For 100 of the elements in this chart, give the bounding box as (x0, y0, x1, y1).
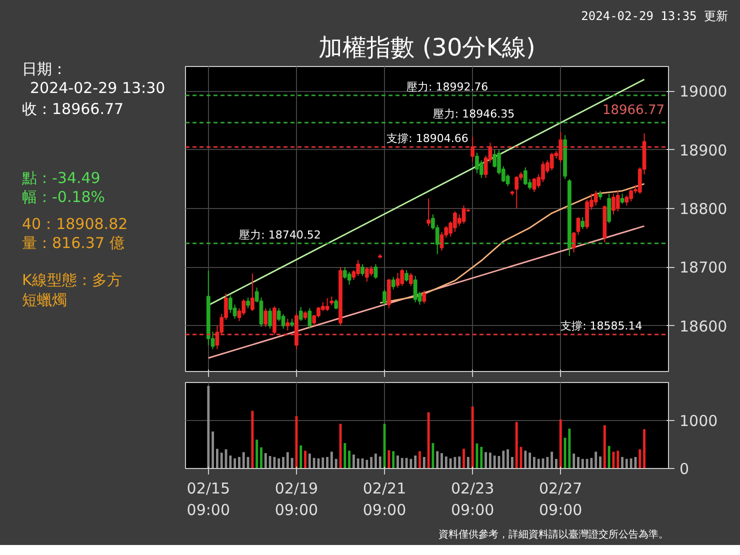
bar (471, 406, 474, 468)
ref-line-label: 支撐: 18904.66 (386, 132, 468, 146)
candlestick (325, 298, 330, 312)
candlestick (342, 266, 347, 280)
bar (300, 445, 302, 468)
bar (524, 450, 527, 468)
candlestick (360, 264, 364, 276)
bar (278, 458, 280, 468)
bar (212, 432, 214, 468)
bar (396, 456, 399, 468)
bar (330, 452, 333, 468)
candlestick (281, 314, 286, 330)
candlestick (374, 264, 378, 280)
bar (454, 456, 456, 468)
bar (427, 412, 430, 468)
candlestick (523, 166, 528, 186)
bar (432, 443, 434, 468)
candlestick (514, 176, 519, 209)
bar (234, 458, 236, 468)
candlestick (308, 308, 312, 330)
bar (286, 452, 289, 468)
bar (374, 454, 377, 468)
bar (493, 456, 496, 468)
candlestick (228, 294, 232, 314)
text: K線型態：多方 (22, 271, 122, 290)
bar (334, 458, 338, 468)
bar (559, 419, 562, 468)
bar (537, 458, 540, 468)
bar (418, 451, 421, 468)
candlestick (369, 265, 374, 276)
bar (466, 456, 470, 468)
text: 2024-02-29 13:30 (30, 79, 166, 98)
bar (621, 456, 624, 468)
bar (462, 448, 465, 468)
x-tick-label: 02/23 09:00 (450, 480, 494, 520)
bar (238, 456, 240, 468)
bar (616, 450, 620, 468)
bar (586, 458, 588, 468)
candlestick (268, 308, 272, 330)
bar (366, 460, 368, 468)
bar (251, 410, 254, 468)
bar (344, 443, 346, 468)
bar (572, 454, 576, 468)
candlestick (462, 205, 466, 224)
bar (378, 456, 382, 468)
candlestick (347, 271, 352, 286)
text: 日期： (22, 60, 67, 79)
bar (484, 452, 487, 468)
bar (608, 446, 610, 468)
bar (388, 450, 390, 468)
bar (440, 453, 443, 468)
bar (555, 458, 558, 468)
bar (533, 456, 536, 468)
y-tick-label: 19000 (680, 82, 728, 101)
x-tick-label: 02/27 09:00 (539, 480, 582, 520)
candlestick (396, 272, 400, 288)
chart-title: 加權指數 (30分K線) (318, 34, 536, 62)
ref-line-label: 壓力: 18740.52 (239, 228, 321, 242)
candlestick (404, 270, 408, 282)
bar (510, 456, 514, 468)
bar (260, 447, 262, 468)
candlestick (426, 198, 430, 227)
bar (458, 456, 461, 468)
bar (282, 456, 284, 468)
bar (422, 456, 426, 468)
annotation: 18966.77 (602, 103, 664, 118)
candlestick (422, 290, 426, 304)
candlestick (409, 272, 413, 286)
text: 資料僅供參考，詳細資料請以臺灣證交所公告為準。 (438, 528, 668, 540)
bar (643, 429, 646, 468)
candlestick (532, 177, 536, 193)
x-tick-label: 02/21 09:00 (362, 480, 406, 520)
ref-line-label: 壓力: 18946.35 (432, 108, 515, 121)
bar (444, 456, 448, 468)
bar (449, 458, 452, 468)
candlestick (550, 152, 554, 171)
bar (370, 456, 373, 468)
bar (229, 456, 232, 468)
bar (356, 458, 360, 468)
candlestick (382, 288, 386, 306)
bar (400, 458, 404, 468)
candlestick (616, 190, 620, 212)
y-tick-label: 1000 (680, 412, 718, 430)
bar (436, 451, 439, 468)
bar (414, 456, 417, 468)
bar (568, 428, 571, 468)
candlestick (558, 132, 563, 164)
candlestick (364, 266, 369, 282)
text: 點：-34.49 (22, 169, 100, 188)
candlestick (607, 193, 611, 224)
bar (550, 452, 554, 468)
candlestick (479, 160, 484, 178)
bar (352, 454, 355, 468)
bar (577, 456, 580, 468)
bar (625, 458, 628, 468)
bar (502, 450, 505, 468)
bar (410, 458, 412, 468)
candlestick (620, 193, 624, 204)
bar (480, 446, 483, 468)
bar (392, 451, 395, 468)
